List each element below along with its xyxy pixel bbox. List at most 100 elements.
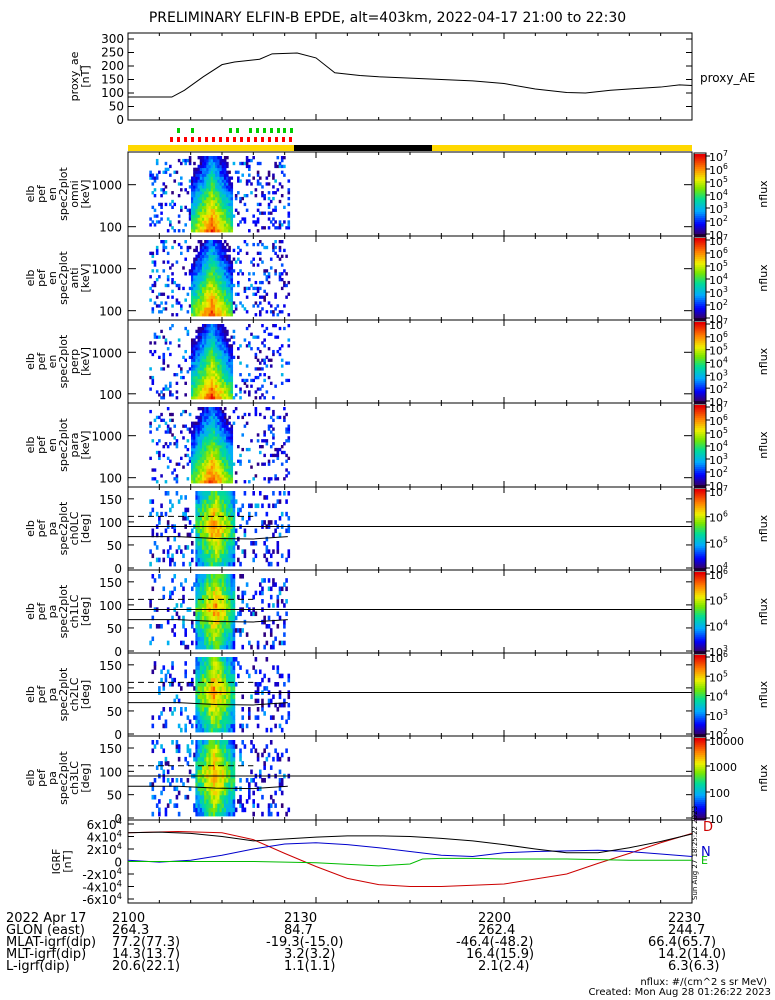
colorbar-cell [694, 614, 706, 618]
heatmap-cell [212, 715, 216, 720]
heatmap-cell [197, 450, 201, 455]
heatmap-cell [204, 254, 207, 258]
heatmap-cell [230, 301, 234, 305]
heatmap-cell [193, 223, 196, 227]
heatmap-cell [204, 499, 207, 504]
heatmap-cell [197, 179, 201, 183]
heatmap-cell [252, 272, 255, 276]
heatmap-cell [206, 445, 209, 449]
heatmap-cell [197, 456, 201, 461]
heatmap-cell [221, 301, 225, 305]
marker-red [177, 137, 180, 142]
heatmap-cell [201, 723, 205, 729]
heatmap-cell [226, 456, 229, 461]
loss-cone-line [128, 702, 288, 706]
heatmap-cell [221, 682, 225, 687]
heatmap-cell [217, 582, 220, 587]
heatmap-cell [204, 436, 207, 440]
heatmap-cell [210, 156, 214, 160]
heatmap-cell [215, 289, 218, 294]
heatmap-cell [245, 179, 249, 183]
heatmap-cell [221, 329, 225, 334]
heatmap-cell [219, 495, 223, 500]
heatmap-cell [197, 269, 201, 273]
heatmap-cell [217, 208, 220, 212]
heatmap-cell [217, 561, 220, 567]
heatmap-cell [237, 176, 240, 180]
heatmap-cell [226, 578, 229, 583]
heatmap-cell [210, 590, 214, 596]
heatmap-cell [223, 364, 227, 368]
heatmap-cell [201, 442, 205, 446]
heatmap-cell [206, 269, 209, 273]
heatmap-cell [243, 161, 247, 166]
heatmap-cell [210, 205, 214, 210]
colorbar-tick-label: 10 [709, 396, 723, 409]
heatmap-cell [217, 188, 220, 192]
heatmap-cell [223, 427, 227, 431]
heatmap-cell [217, 332, 220, 336]
heatmap-cell [201, 347, 205, 351]
heatmap-cell [195, 295, 198, 299]
heatmap-cell [212, 456, 216, 461]
colorbar-tick-label: 104 [709, 689, 728, 704]
heatmap-cell [201, 370, 205, 374]
heatmap-cell [274, 240, 277, 244]
heatmap-cell [276, 594, 280, 600]
heatmap-cell [208, 329, 212, 334]
heatmap-cell [195, 499, 198, 504]
heatmap-cell [206, 657, 209, 662]
heatmap-cell [258, 445, 262, 449]
heatmap-cell [210, 275, 214, 279]
heatmap-cell [223, 665, 227, 670]
heatmap-cell [184, 358, 187, 362]
heatmap-cell [201, 280, 205, 285]
heatmap-cell [221, 549, 225, 554]
heatmap-cell [254, 503, 258, 509]
legend-proxy-ae: proxy_AE [700, 71, 755, 85]
colorbar-cell [694, 634, 706, 638]
heatmap-cell [197, 474, 201, 478]
heatmap-cell [201, 176, 205, 180]
heatmap-cell [250, 191, 253, 195]
heatmap-cell [190, 223, 194, 227]
heatmap-cell [215, 421, 218, 425]
heatmap-cell [206, 590, 209, 596]
heatmap-cell [221, 298, 225, 302]
heatmap-cell [230, 499, 234, 504]
heatmap-cell [149, 217, 152, 221]
heatmap-cell [155, 511, 159, 517]
heatmap-cell [230, 673, 234, 679]
heatmap-cell [204, 599, 207, 604]
heatmap-cell [199, 298, 203, 302]
heatmap-cell [232, 611, 236, 617]
heatmap-cell [162, 191, 166, 195]
heatmap-cell [151, 251, 155, 256]
heatmap-cell [212, 632, 216, 637]
colorbar-cell [694, 604, 706, 607]
colorbar-cell [694, 429, 706, 433]
heatmap-cell [267, 358, 271, 362]
colorbar-cell [694, 281, 706, 284]
heatmap-cell [201, 424, 205, 428]
heatmap-cell [212, 507, 216, 513]
heatmap-cell [204, 158, 207, 163]
heatmap-cell [258, 257, 262, 261]
heatmap-cell [223, 491, 227, 496]
colorbar-tick-label: 107 [709, 233, 728, 248]
heatmap-cell [223, 561, 227, 567]
heatmap-cell [193, 436, 196, 440]
heatmap-cell [204, 170, 207, 174]
heatmap-cell [223, 442, 227, 446]
heatmap-cell [186, 545, 190, 550]
heatmap-cell [223, 167, 227, 172]
heatmap-cell [215, 263, 218, 267]
heatmap-cell [217, 532, 220, 538]
heatmap-cell [221, 170, 225, 174]
heatmap-cell [155, 480, 159, 484]
colorbar-cell [694, 162, 706, 165]
heatmap-cell [162, 786, 166, 792]
heatmap-cell [261, 341, 264, 345]
heatmap-cell [226, 283, 229, 288]
heatmap-cell [256, 347, 260, 351]
